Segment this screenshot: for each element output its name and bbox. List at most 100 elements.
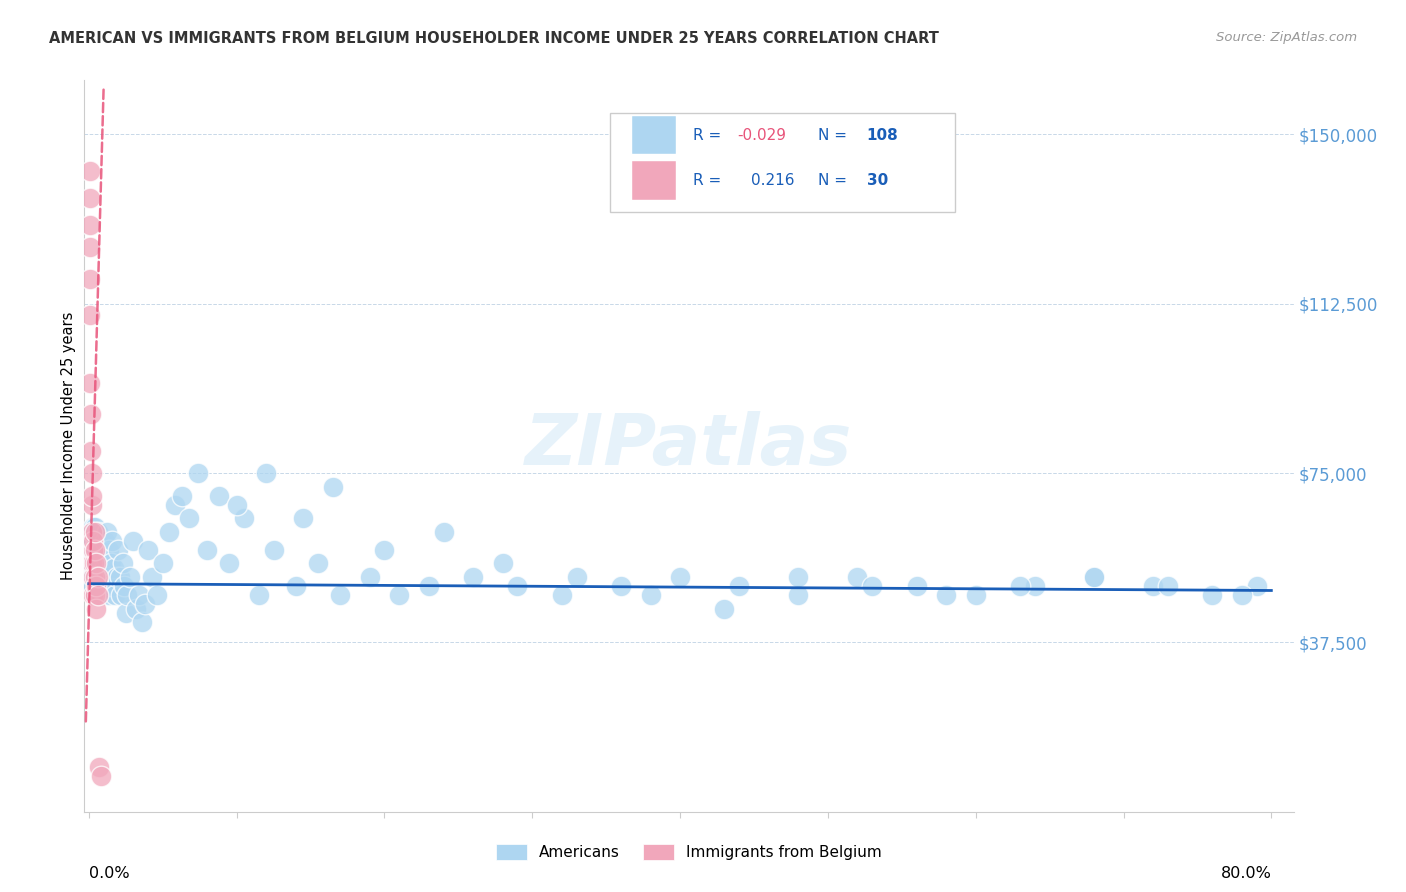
Point xyxy=(152,557,174,571)
Point xyxy=(84,533,107,548)
Text: AMERICAN VS IMMIGRANTS FROM BELGIUM HOUSEHOLDER INCOME UNDER 25 YEARS CORRELATIO: AMERICAN VS IMMIGRANTS FROM BELGIUM HOUS… xyxy=(49,31,939,46)
Point xyxy=(292,511,315,525)
Point xyxy=(136,542,159,557)
Point xyxy=(1083,570,1105,584)
Point xyxy=(86,570,108,584)
Point xyxy=(1024,579,1046,593)
Point xyxy=(97,570,120,584)
Point xyxy=(79,376,101,390)
Point xyxy=(83,557,105,571)
Point xyxy=(359,570,381,584)
Point xyxy=(860,579,883,593)
Y-axis label: Householder Income Under 25 years: Householder Income Under 25 years xyxy=(60,312,76,580)
Point xyxy=(80,524,103,539)
Text: -0.029: -0.029 xyxy=(737,128,786,143)
Text: 0.216: 0.216 xyxy=(751,173,794,188)
Point xyxy=(84,561,107,575)
FancyBboxPatch shape xyxy=(610,113,955,212)
Point xyxy=(125,601,148,615)
Text: Source: ZipAtlas.com: Source: ZipAtlas.com xyxy=(1216,31,1357,45)
Point xyxy=(80,557,103,571)
Point xyxy=(79,240,101,254)
Point xyxy=(122,533,145,548)
Point xyxy=(82,489,104,503)
Point xyxy=(82,547,104,561)
Point xyxy=(83,588,105,602)
Point xyxy=(82,542,104,557)
Point xyxy=(225,498,247,512)
Point xyxy=(640,588,662,602)
Point xyxy=(208,489,231,503)
Point xyxy=(120,570,142,584)
Point xyxy=(187,466,209,480)
Text: 0.0%: 0.0% xyxy=(89,866,129,881)
Point xyxy=(79,557,101,571)
Point xyxy=(80,524,103,539)
Point xyxy=(131,615,153,629)
Point xyxy=(728,579,751,593)
Point xyxy=(233,511,256,525)
Point xyxy=(551,588,574,602)
Point xyxy=(90,561,112,575)
Point xyxy=(105,570,128,584)
Point xyxy=(1246,579,1268,593)
Point xyxy=(128,588,150,602)
Point xyxy=(114,606,136,620)
Point xyxy=(83,547,105,561)
Point xyxy=(565,570,588,584)
Point xyxy=(1083,570,1105,584)
Point xyxy=(96,552,118,566)
Point xyxy=(115,588,138,602)
Legend: Americans, Immigrants from Belgium: Americans, Immigrants from Belgium xyxy=(491,838,887,866)
Point xyxy=(94,561,117,575)
Point xyxy=(89,557,111,571)
Point xyxy=(111,557,134,571)
Point xyxy=(329,588,352,602)
Point xyxy=(388,588,411,602)
Point xyxy=(86,524,108,539)
Point xyxy=(82,570,104,584)
Point xyxy=(82,579,104,593)
Point xyxy=(263,542,285,557)
Point xyxy=(80,542,103,557)
Point xyxy=(98,542,121,557)
Point xyxy=(80,570,103,584)
Point xyxy=(79,218,101,232)
Point xyxy=(110,588,132,602)
Point xyxy=(89,542,111,557)
Point xyxy=(80,466,103,480)
Point xyxy=(84,579,107,593)
Text: N =: N = xyxy=(818,173,852,188)
Point xyxy=(107,542,129,557)
Point xyxy=(84,542,107,557)
FancyBboxPatch shape xyxy=(633,116,676,154)
Point xyxy=(1157,579,1180,593)
Point xyxy=(100,557,122,571)
Point xyxy=(146,588,169,602)
Point xyxy=(163,498,186,512)
Point xyxy=(506,579,529,593)
Point xyxy=(179,511,201,525)
Point xyxy=(79,308,101,322)
Point xyxy=(965,588,987,602)
Point xyxy=(83,542,105,557)
Point xyxy=(86,552,108,566)
Point xyxy=(101,579,124,593)
Point xyxy=(284,579,307,593)
Point xyxy=(82,588,104,602)
Point xyxy=(79,191,101,205)
Point xyxy=(101,533,124,548)
Point xyxy=(98,588,121,602)
Point xyxy=(418,579,440,593)
Point xyxy=(79,272,101,286)
Point xyxy=(322,480,344,494)
Point xyxy=(254,466,277,480)
Point xyxy=(373,542,395,557)
Point xyxy=(84,570,107,584)
Point xyxy=(82,520,104,534)
Point xyxy=(787,570,810,584)
Point xyxy=(307,557,329,571)
Point xyxy=(93,552,115,566)
Point xyxy=(218,557,240,571)
Point xyxy=(104,588,127,602)
